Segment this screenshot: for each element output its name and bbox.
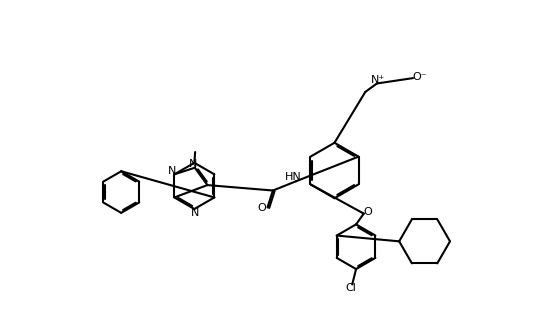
Text: N: N [189, 159, 198, 169]
Text: O⁻: O⁻ [412, 72, 427, 82]
Text: O: O [363, 207, 372, 217]
Text: N: N [168, 166, 176, 176]
Text: O: O [257, 203, 266, 213]
Text: N: N [191, 208, 199, 218]
Text: Cl: Cl [345, 283, 356, 293]
Text: N⁺: N⁺ [370, 76, 384, 85]
Text: HN: HN [285, 173, 302, 182]
